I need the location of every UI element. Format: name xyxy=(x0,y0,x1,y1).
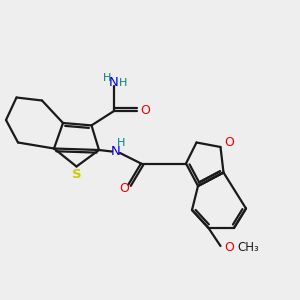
Text: O: O xyxy=(224,241,234,254)
Text: CH₃: CH₃ xyxy=(237,241,259,254)
Text: S: S xyxy=(72,167,81,181)
Text: H: H xyxy=(117,138,125,148)
Text: N: N xyxy=(111,145,120,158)
Text: O: O xyxy=(119,182,129,195)
Text: H: H xyxy=(119,77,127,88)
Text: H: H xyxy=(103,73,112,83)
Text: N: N xyxy=(109,76,119,89)
Text: O: O xyxy=(224,136,234,149)
Text: O: O xyxy=(140,104,150,118)
